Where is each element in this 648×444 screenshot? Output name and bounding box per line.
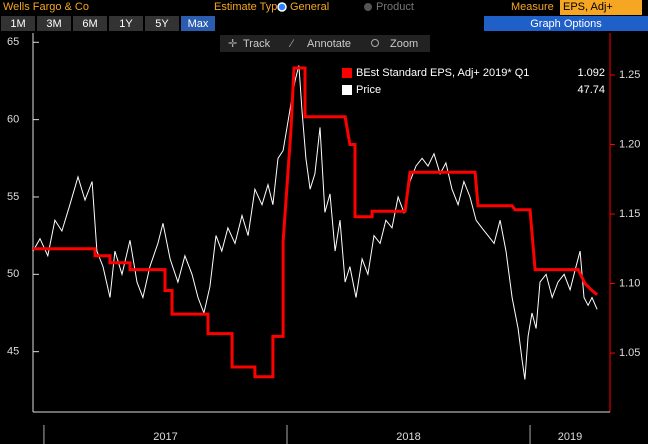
radio-product[interactable]	[364, 3, 372, 11]
x-tick-label: 2019	[558, 431, 582, 443]
y-tick-label: 45	[7, 346, 19, 358]
y2-tick-label: 1.15	[619, 208, 640, 220]
legend-value: 47.74	[577, 84, 605, 96]
y2-tick-label: 1.05	[619, 347, 640, 359]
y-tick-label: 65	[7, 36, 19, 48]
graph-options-bar[interactable]	[484, 16, 648, 31]
annotate-icon: ∕	[288, 38, 295, 50]
legend-name: Price	[356, 84, 381, 96]
plot: 45 50 55 60 65 1.05 1.10 1.15 1.20 1.25 2017 2018 20…	[7, 33, 640, 444]
legend-name: BEst Standard EPS, Adj+ 2019* Q1	[356, 67, 529, 79]
series-line	[32, 65, 598, 380]
measure-input[interactable]	[560, 0, 642, 15]
measure-label: Measure	[511, 1, 554, 13]
x-tick-label: 2018	[396, 431, 420, 443]
period-label[interactable]: Max	[188, 18, 209, 30]
tool-annotate[interactable]: Annotate	[307, 38, 351, 50]
legend-box	[333, 60, 608, 99]
y-tick-label: 55	[7, 191, 19, 203]
period-button[interactable]	[145, 16, 179, 31]
period-button[interactable]	[1, 16, 35, 31]
period-buttons: 1M 3M 6M 1Y 5Y Max	[1, 16, 215, 31]
zoom-icon	[371, 39, 379, 47]
period-label[interactable]: 5Y	[155, 18, 169, 30]
period-label[interactable]: 1M	[10, 18, 25, 30]
top-bar	[0, 0, 648, 16]
y2-tick-label: 1.20	[619, 138, 640, 150]
y2-tick-label: 1.25	[619, 69, 640, 81]
period-label[interactable]: 1Y	[119, 18, 133, 30]
measure-value[interactable]: EPS, Adj+	[563, 1, 613, 13]
y2-tick-label: 1.10	[619, 277, 640, 289]
estimate-type-label: Estimate Type	[214, 1, 284, 13]
tool-zoom[interactable]: Zoom	[390, 38, 418, 50]
graph-options[interactable]: Graph Options	[530, 18, 602, 30]
tool-track[interactable]: Track	[243, 38, 271, 50]
legend-value: 1.092	[577, 67, 605, 79]
company: Wells Fargo & Co	[3, 1, 89, 13]
period-label[interactable]: 6M	[82, 18, 97, 30]
legend-swatch	[342, 68, 352, 78]
option-product[interactable]: Product	[376, 1, 414, 13]
y-tick-label: 50	[7, 268, 19, 280]
radio-general[interactable]	[277, 2, 287, 12]
x-tick-label: 2017	[153, 431, 177, 443]
option-general[interactable]: General	[290, 1, 329, 13]
period-button[interactable]	[37, 16, 71, 31]
legend-swatch	[342, 85, 352, 95]
track-icon: ✛	[228, 38, 237, 50]
y-tick-label: 60	[7, 114, 19, 126]
series-line	[33, 66, 599, 379]
period-button[interactable]	[181, 16, 215, 31]
toolbar	[220, 35, 430, 52]
period-label[interactable]: 3M	[46, 18, 61, 30]
period-button[interactable]	[73, 16, 107, 31]
period-button[interactable]	[109, 16, 143, 31]
